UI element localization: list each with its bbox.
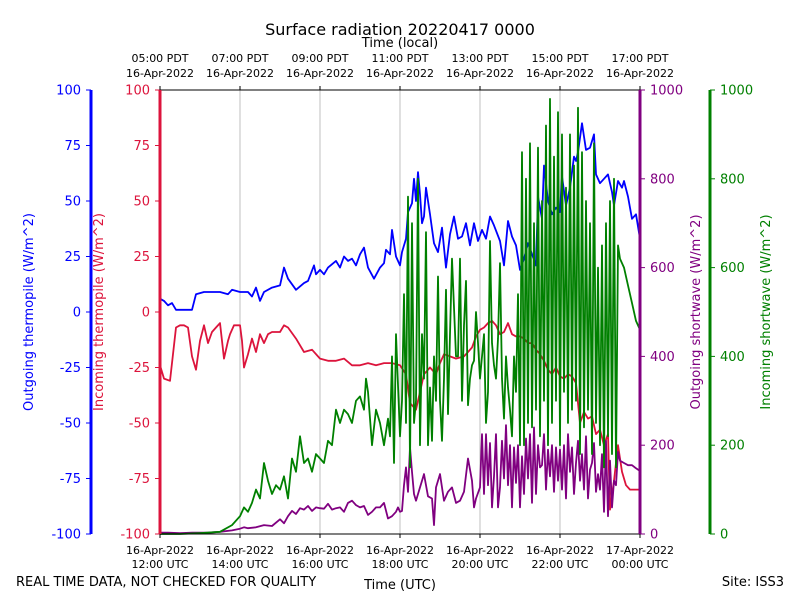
series-incoming-thermopile xyxy=(159,319,640,511)
outgoing-shortwave-tick-label: 1000 xyxy=(650,84,683,99)
x-tick-label-top-time: 11:00 PDT xyxy=(371,52,428,65)
outgoing-thermopile-tick-label: -25 xyxy=(60,361,81,376)
x-tick-label-top-time: 05:00 PDT xyxy=(131,52,188,65)
outgoing-thermopile-tick-label: -100 xyxy=(51,528,81,543)
series-group xyxy=(159,98,641,535)
outgoing-thermopile-tick-label: -75 xyxy=(60,472,81,487)
outgoing-shortwave-axis-label: Outgoing shortwave (W/m^2) xyxy=(689,214,704,409)
outgoing-shortwave-tick-label: 600 xyxy=(650,261,675,276)
axes-group: -100 -75 -50 -25 0 25 50 75 100 Outgoing thermopi… xyxy=(22,84,774,543)
x-tick-label-bottom-time: 22:00 UTC xyxy=(531,558,588,571)
x-tick-label-bottom-time: 14:00 UTC xyxy=(211,558,268,571)
x-tick-label-top-date: 16-Apr-2022 xyxy=(286,67,354,80)
footer-site: Site: ISS3 xyxy=(721,575,784,590)
x-tick-label-top-date: 16-Apr-2022 xyxy=(446,67,514,80)
x-tick-label-bottom-date: 16-Apr-2022 xyxy=(366,544,434,557)
incoming-thermopile-tick-label: 75 xyxy=(133,139,150,154)
incoming-thermopile-tick-label: -25 xyxy=(129,361,150,376)
incoming-thermopile-tick-label: 50 xyxy=(133,195,150,210)
outgoing-thermopile-tick-label: 50 xyxy=(64,195,81,210)
outgoing-shortwave-tick-label: 0 xyxy=(650,528,658,543)
outgoing-shortwave-tick-label: 200 xyxy=(650,439,675,454)
outgoing-thermopile-tick-label: 0 xyxy=(73,306,81,321)
incoming-shortwave-tick-label: 600 xyxy=(720,261,745,276)
outgoing-thermopile-axis-label: Outgoing thermopile (W/m^2) xyxy=(22,213,37,411)
x-tick-label-top-time: 13:00 PDT xyxy=(451,52,508,65)
incoming-thermopile-tick-label: 25 xyxy=(133,250,150,265)
x-tick-label-bottom-date: 16-Apr-2022 xyxy=(446,544,514,557)
x-tick-label-top-date: 16-Apr-2022 xyxy=(606,67,674,80)
x-tick-label-bottom-date: 16-Apr-2022 xyxy=(206,544,274,557)
x-tick-label-bottom-time: 00:00 UTC xyxy=(611,558,668,571)
x-tick-label-bottom-date: 16-Apr-2022 xyxy=(286,544,354,557)
outgoing-thermopile-tick-label: 100 xyxy=(56,84,81,99)
outgoing-thermopile-tick-label: 25 xyxy=(64,250,81,265)
incoming-shortwave-tick-label: 200 xyxy=(720,439,745,454)
x-tick-label-top-date: 16-Apr-2022 xyxy=(366,67,434,80)
incoming-thermopile-tick-label: -100 xyxy=(120,528,150,543)
chart-title: Surface radiation 20220417 0000 xyxy=(265,20,535,39)
incoming-shortwave-tick-label: 1000 xyxy=(720,84,753,99)
incoming-thermopile-tick-label: -50 xyxy=(129,417,150,432)
x-tick-label-top-date: 16-Apr-2022 xyxy=(126,67,194,80)
incoming-thermopile-tick-label: 100 xyxy=(125,84,150,99)
incoming-shortwave-axis-label: Incoming shortwave (W/m^2) xyxy=(759,214,774,409)
x-tick-label-bottom-time: 12:00 UTC xyxy=(131,558,188,571)
x-tick-label-top-time: 09:00 PDT xyxy=(291,52,348,65)
x-tick-label-bottom-date: 16-Apr-2022 xyxy=(526,544,594,557)
incoming-shortwave-tick-label: 0 xyxy=(720,528,728,543)
x-tick-label-top-time: 17:00 PDT xyxy=(611,52,668,65)
x-tick-label-bottom-date: 17-Apr-2022 xyxy=(606,544,674,557)
footer-disclaimer: REAL TIME DATA, NOT CHECKED FOR QUALITY xyxy=(16,575,317,590)
outgoing-thermopile-tick-label: 75 xyxy=(64,139,81,154)
top-axis-label: Time (local) xyxy=(361,36,438,51)
outgoing-shortwave-tick-label: 800 xyxy=(650,172,675,187)
x-tick-label-bottom-time: 20:00 UTC xyxy=(451,558,508,571)
incoming-shortwave-tick-label: 400 xyxy=(720,350,745,365)
x-tick-label-bottom-time: 16:00 UTC xyxy=(291,558,348,571)
series-incoming-shortwave xyxy=(160,98,641,535)
outgoing-shortwave-tick-label: 400 xyxy=(650,350,675,365)
series-outgoing-shortwave xyxy=(160,424,641,534)
x-tick-label-bottom-date: 16-Apr-2022 xyxy=(126,544,194,557)
outgoing-thermopile-tick-label: -50 xyxy=(60,417,81,432)
incoming-thermopile-tick-label: -75 xyxy=(129,472,150,487)
x-tick-label-top-date: 16-Apr-2022 xyxy=(206,67,274,80)
x-tick-label-top-time: 07:00 PDT xyxy=(211,52,268,65)
bottom-axis-label: Time (UTC) xyxy=(363,578,436,593)
x-tick-label-top-time: 15:00 PDT xyxy=(531,52,588,65)
incoming-thermopile-axis-label: Incoming thermopile (W/m^2) xyxy=(92,213,107,411)
series-outgoing-thermopile xyxy=(159,122,641,311)
x-tick-label-top-date: 16-Apr-2022 xyxy=(526,67,594,80)
incoming-shortwave-tick-label: 800 xyxy=(720,172,745,187)
incoming-thermopile-tick-label: 0 xyxy=(142,306,150,321)
x-tick-label-bottom-time: 18:00 UTC xyxy=(371,558,428,571)
